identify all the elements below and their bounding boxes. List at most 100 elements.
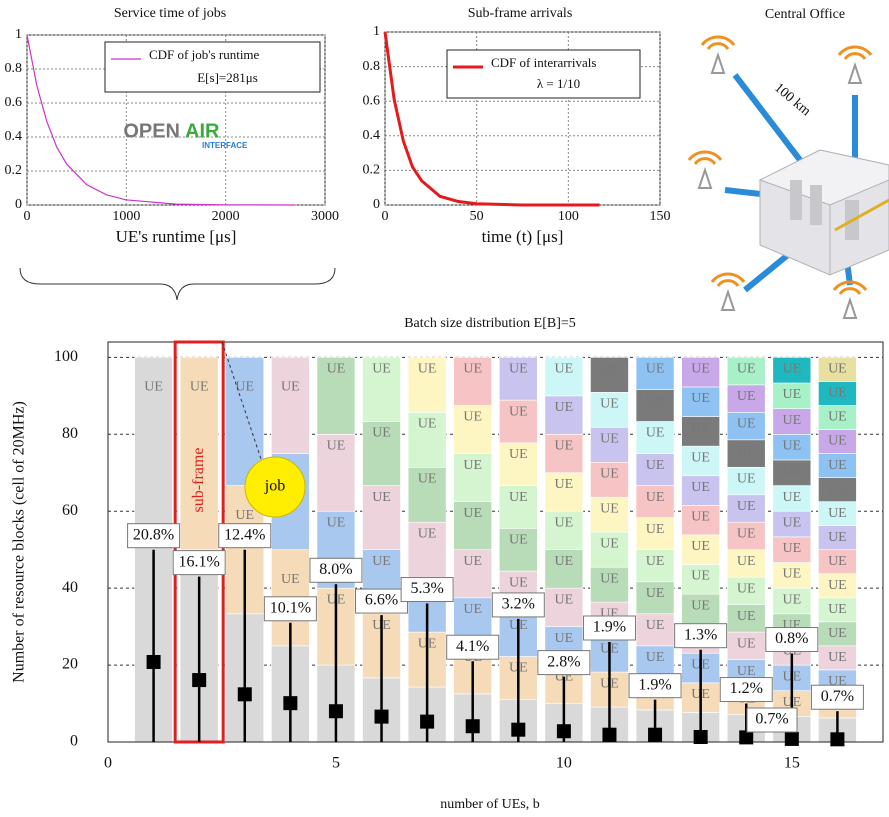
building	[758, 149, 889, 276]
ue-segment	[590, 427, 629, 463]
ue-label: UE	[646, 586, 665, 601]
ue-label: UE	[418, 417, 437, 432]
ue-segment	[681, 357, 720, 388]
ue-label: UE	[281, 572, 300, 587]
ue-segment	[498, 485, 538, 529]
ue-label: UE	[737, 444, 756, 459]
x-axis-label: UE's runtime [μs]	[116, 227, 237, 246]
ue-segment	[407, 466, 447, 523]
value-label: 6.6%	[365, 592, 398, 609]
ue-segment	[635, 613, 675, 647]
ue-label: UE	[646, 618, 665, 633]
point-marker	[693, 730, 708, 744]
ue-label: UE	[372, 362, 391, 377]
y-tick-label: 1	[373, 24, 380, 39]
label-box	[355, 588, 409, 614]
y-tick-label: 0.6	[363, 93, 381, 108]
ue-label: UE	[782, 439, 801, 454]
ue-label: UE	[737, 389, 756, 404]
ue-label: UE	[463, 602, 482, 617]
legend-label: CDF of job's runtime	[149, 47, 260, 62]
antennas	[687, 35, 873, 319]
ue-segment	[818, 525, 857, 550]
x-tick-label: 0	[382, 209, 389, 224]
ue-segment	[544, 472, 584, 512]
ue-label: UE	[418, 526, 437, 541]
ue-segment	[818, 429, 857, 454]
ue-label: UE	[372, 490, 391, 505]
ue-label: UE	[737, 636, 756, 651]
y-tick-label: 60	[62, 502, 78, 519]
ue-segment	[681, 445, 720, 477]
y-tick-label: 0.6	[5, 95, 23, 110]
logo-text: OPEN	[123, 120, 180, 142]
series-line	[26, 34, 296, 206]
point-marker	[784, 731, 799, 746]
ue-label: UE	[691, 362, 710, 377]
ue-segment	[498, 357, 538, 401]
ue-segment	[726, 576, 766, 605]
ue-label: UE	[509, 362, 528, 377]
ue-label: UE	[509, 404, 528, 419]
value-label: 16.1%	[179, 553, 220, 570]
ue-label: UE	[646, 554, 665, 569]
y-tick-label: 0	[15, 197, 22, 212]
ue-label: UE	[828, 506, 847, 521]
logo-text: AIR	[185, 120, 220, 142]
ue-segment	[681, 505, 720, 536]
point-marker	[328, 704, 343, 719]
x-tick-label: 15	[784, 755, 800, 772]
point-marker	[739, 730, 754, 745]
point-marker	[556, 724, 571, 739]
x-axis-label: time (t) [μs]	[482, 227, 564, 246]
legend-box	[104, 41, 321, 93]
ue-segment	[818, 597, 857, 623]
y-tick-label: 0.8	[5, 61, 23, 76]
value-label: 3.2%	[502, 596, 535, 613]
brace	[19, 267, 336, 301]
label-box	[491, 592, 545, 618]
ue-segment	[635, 517, 675, 550]
ue-label: UE	[600, 432, 619, 447]
ue-segment	[635, 357, 675, 390]
ue-label: UE	[828, 458, 847, 473]
ue-label: UE	[737, 417, 756, 432]
point-marker	[237, 687, 252, 702]
ue-segment	[726, 549, 766, 578]
y-tick-label: 1	[15, 27, 22, 42]
ue-segment	[453, 453, 493, 502]
ue-label: UE	[691, 480, 710, 495]
label-box	[674, 623, 728, 649]
ue-label: UE	[737, 581, 756, 596]
y-tick-label: 100	[54, 348, 78, 365]
ue-segment	[635, 549, 675, 583]
ue-segment	[681, 534, 720, 565]
ue-segment	[772, 510, 812, 538]
ue-label: UE	[463, 458, 482, 473]
ue-segment	[772, 434, 812, 461]
ue-segment	[726, 521, 766, 550]
ue-segment	[635, 421, 675, 454]
ue-label: UE	[509, 447, 528, 462]
ue-label: UE	[190, 380, 209, 395]
value-label: 0.7%	[821, 688, 854, 705]
x-axis-label: number of UEs, b	[440, 797, 540, 812]
y-tick-label: 0.4	[5, 129, 23, 144]
ue-label: UE	[828, 650, 847, 665]
ue-label: UE	[555, 592, 574, 607]
point-marker	[602, 727, 617, 742]
annotation: E[s]=281μs	[197, 70, 258, 85]
ue-label: UE	[327, 439, 346, 454]
value-label: 12.4%	[224, 526, 265, 543]
ue-label: UE	[555, 477, 574, 492]
ue-segment	[772, 408, 812, 435]
ue-label: UE	[463, 362, 482, 377]
y-tick-label: 0.8	[363, 59, 381, 74]
label-box	[172, 550, 226, 576]
value-label: 10.1%	[270, 599, 311, 616]
label-box	[263, 596, 317, 622]
diagram-title: Central Office	[765, 7, 845, 22]
ue-label: UE	[555, 515, 574, 530]
legend-label: CDF of interarrivals	[491, 55, 596, 70]
